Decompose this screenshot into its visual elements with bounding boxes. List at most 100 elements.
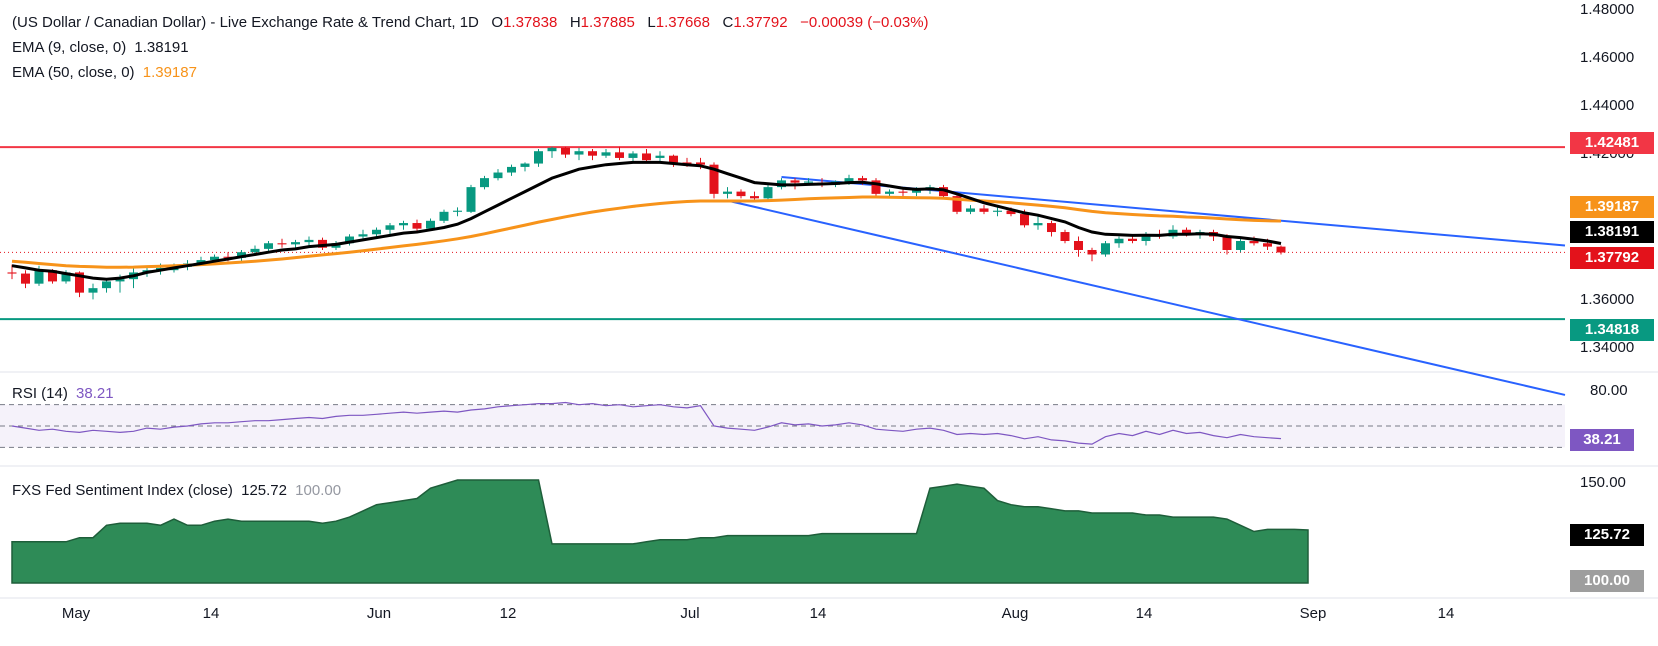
candle-body <box>1101 243 1110 255</box>
sentiment-area <box>11 479 1309 584</box>
candle-body <box>304 239 314 243</box>
ema9-value: 1.38191 <box>134 39 189 56</box>
candle-body <box>466 187 476 212</box>
ohlc-close-label: C <box>722 14 734 31</box>
price-axis-label: 1.46000 <box>1580 49 1635 66</box>
ema9-label: EMA (9, close, 0) <box>12 39 127 56</box>
legend-title: (US Dollar / Canadian Dollar) - Live Exc… <box>12 14 479 31</box>
candle-body <box>669 155 678 163</box>
candle-body <box>1114 238 1124 244</box>
ema50-label: EMA (50, close, 0) <box>12 64 135 81</box>
candle-body <box>736 191 746 197</box>
ohlc-open-value: 1.37838 <box>503 14 558 31</box>
rsi-line <box>11 401 1282 445</box>
candle-body <box>385 225 395 230</box>
sentiment-ref: 100.00 <box>295 482 342 499</box>
candle-body <box>1249 241 1259 244</box>
candle-body <box>1006 210 1016 215</box>
rsi-legend: RSI (14) 38.21 <box>12 381 114 406</box>
price-axis-label: 1.36000 <box>1580 291 1635 308</box>
candle-body <box>993 210 1002 212</box>
candle-body <box>1128 238 1137 242</box>
x-axis-label: 14 <box>1135 605 1153 622</box>
candle-body <box>615 152 624 158</box>
price-badge-ema9: 1.38191 <box>1570 221 1654 243</box>
x-axis-label: Jun <box>366 605 392 622</box>
candle-body <box>237 252 246 258</box>
ohlc-high-label: H <box>569 14 581 31</box>
price-badge-resistance: 1.42481 <box>1570 132 1654 154</box>
x-axis-label: 14 <box>1437 605 1455 622</box>
candle-body <box>763 187 773 199</box>
candle-body <box>1074 241 1083 250</box>
candle-body <box>858 178 867 181</box>
candle-body <box>318 239 327 248</box>
ohlc-low-value: 1.37668 <box>655 14 710 31</box>
candle-body <box>844 178 854 182</box>
candle-body <box>1060 232 1070 242</box>
candle-body <box>979 208 989 212</box>
ema50-line <box>11 195 1282 269</box>
price-badge-last: 1.37792 <box>1570 247 1654 269</box>
candle-body <box>655 155 665 158</box>
candle-body <box>88 288 98 293</box>
candle-body <box>1222 236 1232 250</box>
candle-body <box>1141 234 1151 242</box>
price-axis-label: 1.34000 <box>1580 339 1635 356</box>
candle-body <box>898 191 908 193</box>
candle-body <box>7 272 17 274</box>
x-axis-label: 14 <box>202 605 220 622</box>
rsi-axis-label: 80.00 <box>1590 382 1628 399</box>
candle-body <box>507 166 516 173</box>
chart-legend: (US Dollar / Canadian Dollar) - Live Exc… <box>12 10 929 85</box>
candle-body <box>75 272 84 293</box>
rsi-band <box>0 404 1565 448</box>
candle-body <box>358 234 368 237</box>
candle-body <box>574 151 584 155</box>
candle-body <box>291 242 300 245</box>
candle-body <box>345 236 354 244</box>
candle-body <box>696 162 705 165</box>
candle-body <box>561 147 570 155</box>
candle-body <box>534 151 543 164</box>
candle-body <box>709 164 719 194</box>
ohlc-high-value: 1.37885 <box>580 14 635 31</box>
candle-body <box>790 180 800 183</box>
candle-body <box>723 191 732 194</box>
sentiment-value: 125.72 <box>241 482 287 499</box>
candle-body <box>453 210 462 212</box>
candle-body <box>264 243 273 249</box>
price-badge-support: 1.34818 <box>1570 319 1654 341</box>
sentiment-badge: 125.72 <box>1570 524 1644 546</box>
ohlc-low-label: L <box>647 14 656 31</box>
x-axis-label: Aug <box>1001 605 1029 622</box>
rsi-badge: 38.21 <box>1570 429 1634 451</box>
candle-body <box>912 189 921 193</box>
x-axis-label: May <box>61 605 91 622</box>
candle-body <box>750 196 759 199</box>
candle-body <box>399 223 408 226</box>
candle-body <box>196 260 206 264</box>
candle-body <box>1087 249 1097 255</box>
sentiment-legend: FXS Fed Sentiment Index (close) 125.72 1… <box>12 478 341 503</box>
sentiment-label: FXS Fed Sentiment Index (close) <box>12 482 233 499</box>
candle-body <box>628 153 638 158</box>
legend-ema9-row: EMA (9, close, 0) 1.38191 <box>12 35 929 60</box>
candle-body <box>493 172 503 179</box>
candle-body <box>102 281 111 289</box>
candle-body <box>939 187 948 197</box>
candle-body <box>21 273 30 284</box>
candle-body <box>61 272 71 282</box>
rsi-value: 38.21 <box>76 385 114 402</box>
rsi-pane <box>0 401 1565 448</box>
candle-body <box>250 248 260 253</box>
candle-body <box>966 208 975 212</box>
candlesticks <box>7 146 1286 300</box>
ohlc-open-label: O <box>491 14 504 31</box>
sentiment-pane <box>11 479 1309 584</box>
price-axis-label: 1.48000 <box>1580 1 1635 18</box>
candle-body <box>34 270 44 284</box>
candle-body <box>1182 229 1191 235</box>
candle-body <box>1047 223 1056 233</box>
